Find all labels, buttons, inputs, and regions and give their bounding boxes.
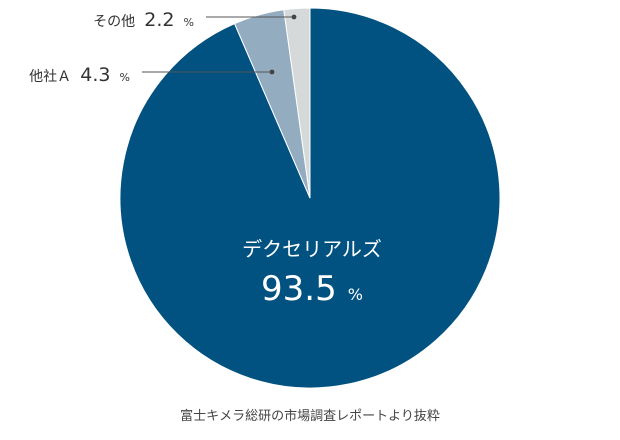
other-name: その他 [93,14,135,30]
callout-competitor-a: 他社Ａ 4.3 % [29,64,275,86]
competitor-a-value: 4.3 [80,64,110,86]
pie-chart: その他 2.2 % 他社Ａ 4.3 % デクセリアルズ 93.5 % [29,7,501,389]
competitor-a-name: 他社Ａ [29,69,71,85]
other-unit: % [184,16,194,29]
main-slice-value: 93.5 [261,269,337,309]
main-slice-name: デクセリアルズ [242,237,382,261]
source-note: 富士キメラ総研の市場調査レポートより抜粋 [180,409,440,424]
main-slice-unit: % [348,285,363,304]
main-slice-value-label: 93.5 % [261,269,363,309]
other-value: 2.2 [144,9,174,31]
callout-label-competitor-a: 他社Ａ 4.3 % [29,64,130,86]
pie-slices [119,7,501,389]
callout-dot-other [291,14,297,20]
pie-slice-2 [283,7,311,199]
callout-other: その他 2.2 % [93,9,297,31]
competitor-a-unit: % [120,71,130,84]
callout-dot-competitor-a [269,69,275,75]
callout-label-other: その他 2.2 % [93,9,194,31]
